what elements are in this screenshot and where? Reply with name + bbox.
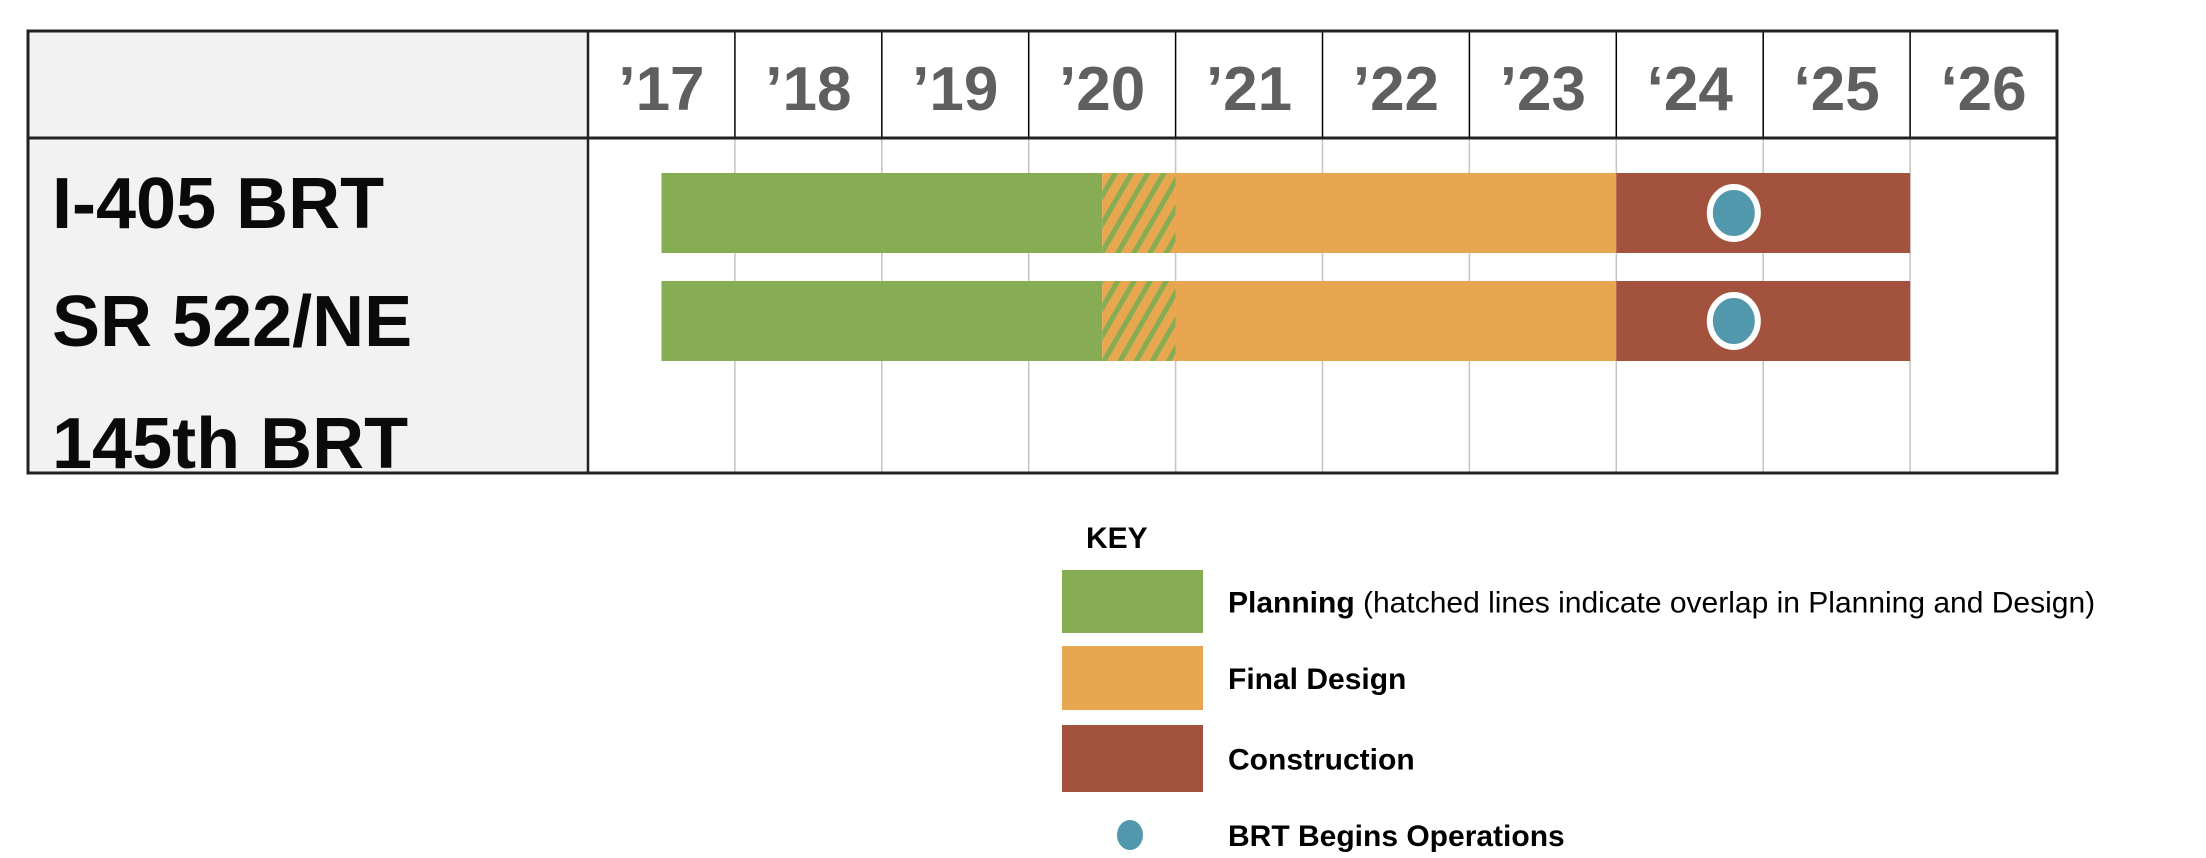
legend-item-name: Planning (1228, 587, 1355, 620)
row-label: SR 522/NE (52, 282, 412, 362)
bar-overlap (1102, 281, 1176, 361)
legend-item-label: BRT Begins Operations (1228, 820, 1565, 853)
legend-item-label: Final Design (1228, 663, 1406, 696)
legend-item-note: (hatched lines indicate overlap in Plann… (1355, 587, 2095, 620)
legend-item-label: Planning (hatched lines indicate overlap… (1228, 587, 2095, 620)
legend-operations-marker (1117, 820, 1143, 850)
row-label: I-405 BRT (52, 164, 384, 244)
year-label: ’23 (1500, 55, 1586, 124)
bar-construction (1616, 281, 1911, 361)
year-label: ‘25 (1794, 55, 1880, 124)
operations-start-marker (1706, 184, 1761, 242)
legend: KEY Planning (hatched lines indicate ove… (1062, 522, 2095, 853)
bar-final-design (1175, 173, 1617, 253)
bar-planning (661, 173, 1103, 253)
operations-start-marker (1706, 292, 1761, 350)
year-label: ’19 (912, 55, 998, 124)
legend-swatch-planning (1062, 570, 1203, 633)
legend-title: KEY (1086, 522, 1148, 555)
year-label: ’18 (765, 55, 851, 124)
legend-swatch-construction (1062, 725, 1203, 792)
legend-item-label: Construction (1228, 744, 1415, 777)
legend-item-name: Construction (1228, 744, 1415, 777)
legend-swatch-final-design (1062, 646, 1203, 710)
bar-construction (1616, 173, 1911, 253)
year-label: ’21 (1206, 55, 1292, 124)
label-column-background (28, 31, 588, 473)
year-label: ’22 (1353, 55, 1439, 124)
table-border (26, 29, 2059, 475)
bar-overlap (1102, 173, 1176, 253)
bar-final-design (1175, 281, 1617, 361)
bar-planning (661, 281, 1103, 361)
year-label: ’17 (618, 55, 704, 124)
year-label: ‘26 (1940, 55, 2026, 124)
year-label: ‘24 (1647, 55, 1734, 124)
legend-item-name: Final Design (1228, 663, 1406, 696)
row-label: 145th BRT (52, 404, 408, 484)
legend-item-name: BRT Begins Operations (1228, 820, 1565, 853)
year-label: ’20 (1059, 55, 1145, 124)
